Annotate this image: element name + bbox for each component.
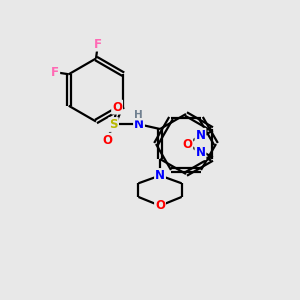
Text: O: O [102, 134, 112, 147]
Text: O: O [182, 137, 192, 151]
Text: O: O [112, 100, 122, 114]
Text: F: F [94, 38, 101, 51]
Text: N: N [195, 129, 206, 142]
Text: N: N [195, 146, 206, 159]
Text: N: N [134, 118, 144, 131]
Text: O: O [155, 199, 165, 212]
Text: H: H [134, 110, 143, 120]
Text: S: S [109, 118, 118, 131]
Text: N: N [155, 169, 165, 182]
Text: F: F [51, 66, 59, 79]
